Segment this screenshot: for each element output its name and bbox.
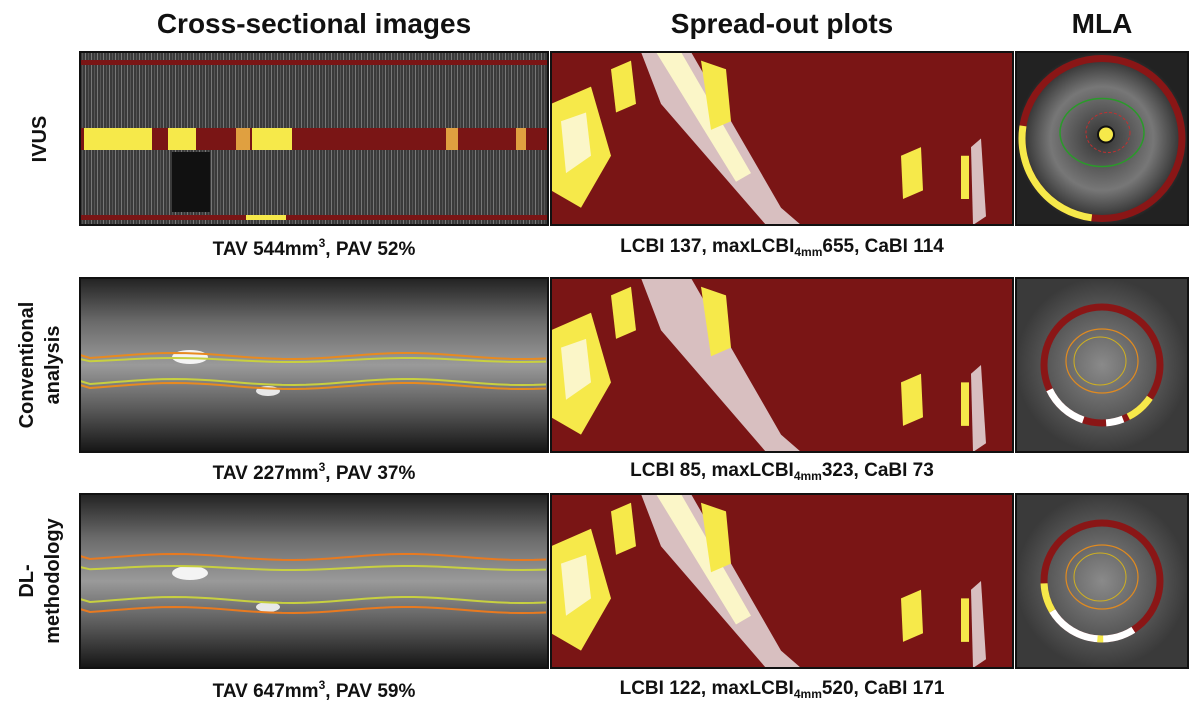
caption-text: , PAV 37%: [325, 463, 415, 484]
cross-sectional-image: [80, 494, 548, 668]
superscript: 3: [319, 678, 326, 692]
spread-out-plot: [551, 278, 1013, 452]
plaque-region: [901, 147, 923, 199]
cross-sectional-image: [80, 52, 548, 225]
caption-text: LCBI 85, maxLCBI: [630, 460, 794, 481]
strip-seg: [236, 128, 250, 150]
strip-seg: [516, 128, 526, 150]
row-label-line: analysis: [40, 302, 66, 429]
row-label-line: IVUS: [27, 115, 53, 162]
subscript: 4mm: [794, 469, 822, 483]
strip-seg: [252, 128, 292, 150]
subscript: 4mm: [794, 245, 822, 259]
caption-text: 655, CaBI 114: [822, 236, 943, 257]
caption-text: TAV 544mm: [213, 239, 319, 260]
lumen: [1098, 127, 1114, 143]
caption: TAV 544mm3, PAV 52%: [213, 236, 416, 261]
caption: TAV 227mm3, PAV 37%: [213, 460, 416, 485]
figure: Cross-sectional images Spread-out plots ML…: [0, 0, 1192, 703]
strip-seg: [168, 128, 196, 150]
mla-image: [1016, 278, 1188, 452]
mla-image: [1016, 494, 1188, 668]
strip-seg: [84, 128, 152, 150]
column-header: Cross-sectional images: [157, 8, 471, 40]
caption-text: TAV 647mm: [213, 681, 319, 702]
row-label: IVUS: [27, 115, 53, 162]
plaque-region: [901, 374, 923, 426]
panels: [0, 0, 1192, 703]
mla-image: [1016, 52, 1188, 225]
superscript: 3: [319, 460, 326, 474]
caption-text: , PAV 59%: [325, 681, 415, 702]
caption: LCBI 85, maxLCBI4mm323, CaBI 73: [630, 460, 934, 483]
image-bg: [80, 278, 548, 452]
strip: [80, 60, 548, 65]
row-label: DL-methodology: [14, 518, 66, 644]
spread-out-plot: [551, 494, 1013, 668]
caption-text: 323, CaBI 73: [822, 460, 934, 481]
plaque-region: [961, 382, 969, 426]
bright-spot: [172, 566, 208, 580]
caption: LCBI 122, maxLCBI4mm520, CaBI 171: [620, 678, 945, 701]
row-label-line: methodology: [40, 518, 66, 644]
column-header: MLA: [1072, 8, 1133, 40]
strip: [80, 215, 548, 220]
caption-text: TAV 227mm: [213, 463, 319, 484]
dark-band: [172, 152, 210, 212]
plaque-region: [961, 156, 969, 199]
strip-seg: [446, 128, 458, 150]
column-header: Spread-out plots: [671, 8, 893, 40]
caption: LCBI 137, maxLCBI4mm655, CaBI 114: [620, 236, 944, 259]
plaque-region: [901, 590, 923, 642]
image-bg: [80, 494, 548, 668]
superscript: 3: [319, 236, 326, 250]
spread-out-plot: [551, 52, 1013, 225]
strip-seg: [246, 215, 286, 220]
caption: TAV 647mm3, PAV 59%: [213, 678, 416, 703]
row-label-line: Conventional: [14, 302, 40, 429]
cross-sectional-image: [80, 278, 548, 452]
subscript: 4mm: [794, 687, 822, 701]
caption-text: LCBI 122, maxLCBI: [620, 678, 794, 699]
caption-text: 520, CaBI 171: [822, 678, 945, 699]
plaque-region: [961, 598, 969, 642]
caption-text: , PAV 52%: [325, 239, 415, 260]
ring-arc: [1106, 419, 1123, 423]
row-label-line: DL-: [14, 518, 40, 644]
caption-text: LCBI 137, maxLCBI: [620, 236, 794, 257]
